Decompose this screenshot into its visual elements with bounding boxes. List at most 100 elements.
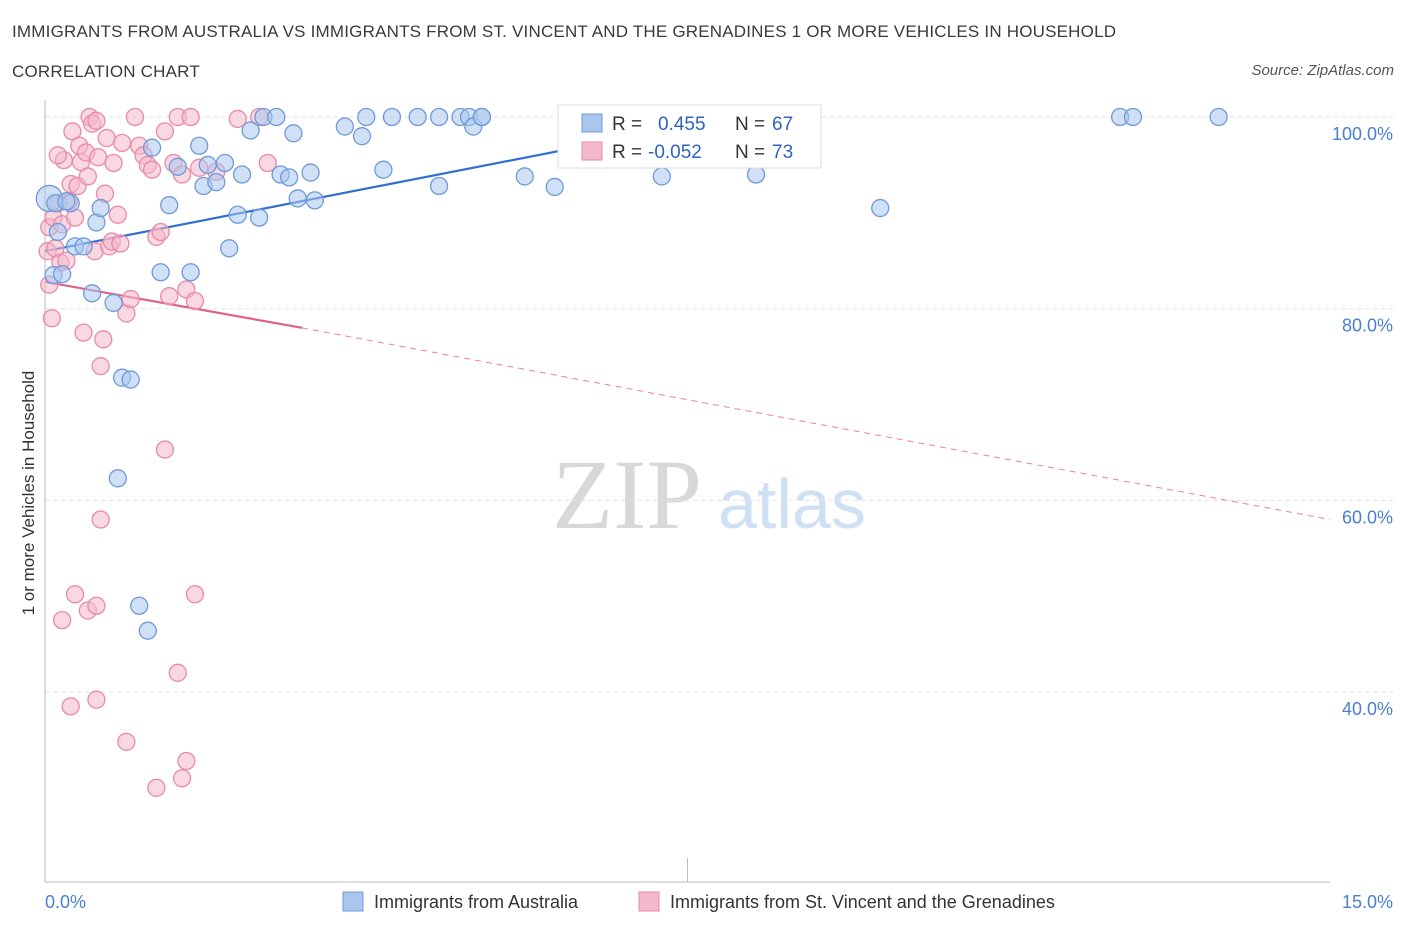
data-point-st-vincent xyxy=(91,357,110,376)
data-point-australia xyxy=(181,263,200,282)
y-tick-label-80: 80.0% xyxy=(1342,316,1393,336)
data-point-australia xyxy=(357,107,376,127)
x-tick-label-min: 0.0% xyxy=(45,892,86,912)
data-point-australia xyxy=(515,167,534,186)
data-point-australia xyxy=(228,205,247,224)
data-point-st-vincent xyxy=(87,690,106,709)
data-point-australia xyxy=(220,239,239,258)
stats-n-value-blue: 67 xyxy=(772,114,793,135)
data-point-st-vincent xyxy=(48,146,67,165)
series-legend: Immigrants from Australia Immigrants fro… xyxy=(342,891,1055,912)
data-point-australia xyxy=(305,191,325,210)
data-point-st-vincent xyxy=(87,111,106,130)
data-point-australia xyxy=(408,107,427,127)
stats-r-value-blue: 0.455 xyxy=(658,114,706,135)
data-point-st-vincent xyxy=(52,610,72,630)
data-point-australia xyxy=(288,189,307,208)
data-point-australia xyxy=(382,107,402,127)
data-point-australia xyxy=(57,192,76,211)
stats-legend-swatch-blue xyxy=(581,113,603,133)
trendline-st-vincent-dashed xyxy=(301,327,1331,520)
data-point-australia xyxy=(284,124,303,143)
x-tick-label-max: 15.0% xyxy=(1342,892,1393,912)
data-point-st-vincent xyxy=(91,510,110,529)
data-point-australia xyxy=(138,621,157,640)
data-point-australia xyxy=(142,138,162,157)
data-point-australia xyxy=(429,107,449,127)
data-point-australia xyxy=(190,136,209,155)
data-point-australia xyxy=(871,198,890,218)
data-point-st-vincent xyxy=(42,309,62,328)
stats-legend: R = 0.455 N = 67 R = -0.052 N = 73 xyxy=(557,104,822,169)
data-point-st-vincent xyxy=(78,167,97,186)
data-point-st-vincent xyxy=(74,323,93,342)
data-point-st-vincent xyxy=(104,153,123,173)
chart-title: IMMIGRANTS FROM AUSTRALIA VS IMMIGRANTS … xyxy=(12,22,1117,41)
data-point-st-vincent xyxy=(61,697,80,716)
legend-label-st-vincent: Immigrants from St. Vincent and the Gren… xyxy=(670,892,1055,912)
data-point-australia xyxy=(82,284,102,303)
data-point-australia xyxy=(652,167,671,186)
data-point-st-vincent xyxy=(117,732,136,751)
data-point-australia xyxy=(241,121,260,140)
data-point-australia xyxy=(151,263,170,282)
watermark-atlas: atlas xyxy=(718,465,866,543)
legend-swatch-st-vincent xyxy=(638,891,660,912)
data-point-australia xyxy=(108,469,127,488)
y-axis-label: 1 or more Vehicles in Household xyxy=(19,371,38,616)
stats-r-label-pink: R = xyxy=(612,142,642,163)
stats-legend-swatch-pink xyxy=(581,141,603,161)
data-point-australia xyxy=(472,107,492,127)
data-point-australia xyxy=(429,176,449,196)
y-tick-labels: 100.0% 80.0% 60.0% 40.0% xyxy=(1332,124,1393,719)
data-point-australia xyxy=(198,155,217,175)
data-point-australia xyxy=(1123,107,1143,127)
data-point-st-vincent xyxy=(94,330,113,349)
data-point-australia xyxy=(301,163,320,182)
data-point-st-vincent xyxy=(160,287,179,306)
data-point-st-vincent xyxy=(181,107,200,127)
data-point-australia xyxy=(335,117,354,136)
data-point-st-vincent xyxy=(87,596,106,615)
data-point-australia xyxy=(91,198,110,218)
data-point-australia xyxy=(121,370,140,389)
data-point-st-vincent xyxy=(125,107,145,127)
gridlines xyxy=(45,116,1395,693)
data-point-australia xyxy=(545,177,564,197)
data-point-st-vincent xyxy=(142,160,162,179)
data-point-st-vincent xyxy=(65,585,85,604)
data-point-st-vincent xyxy=(155,440,175,459)
data-point-st-vincent xyxy=(258,153,277,173)
data-point-australia xyxy=(250,208,269,227)
data-point-australia xyxy=(352,127,372,146)
data-point-st-vincent xyxy=(155,122,175,141)
data-point-australia xyxy=(104,293,123,313)
data-point-st-vincent xyxy=(185,291,205,311)
stats-r-value-pink: -0.052 xyxy=(648,142,702,163)
data-point-st-vincent xyxy=(228,109,247,129)
data-point-australia xyxy=(48,222,67,242)
data-point-australia xyxy=(74,237,93,256)
data-point-st-vincent xyxy=(111,234,130,253)
data-point-st-vincent xyxy=(168,663,187,682)
data-point-australia xyxy=(215,153,235,173)
data-point-st-vincent xyxy=(172,769,192,788)
data-point-australia xyxy=(267,107,286,127)
data-point-st-vincent xyxy=(147,778,166,797)
data-point-australia xyxy=(130,596,149,615)
data-point-australia xyxy=(52,265,72,284)
legend-label-australia: Immigrants from Australia xyxy=(374,892,579,912)
data-point-australia xyxy=(207,173,226,192)
chart-subtitle: CORRELATION CHART xyxy=(12,62,200,81)
y-tick-label-40: 40.0% xyxy=(1342,699,1393,719)
data-point-st-vincent xyxy=(88,148,108,167)
y-tick-label-60: 60.0% xyxy=(1342,507,1393,527)
data-point-st-vincent xyxy=(151,222,170,242)
watermark-zip: ZIP xyxy=(552,439,702,550)
data-point-australia xyxy=(232,165,252,184)
data-point-st-vincent xyxy=(177,751,196,771)
data-point-st-vincent xyxy=(121,289,140,309)
data-point-st-vincent xyxy=(185,585,205,604)
source-credit: Source: ZipAtlas.com xyxy=(1251,62,1394,79)
